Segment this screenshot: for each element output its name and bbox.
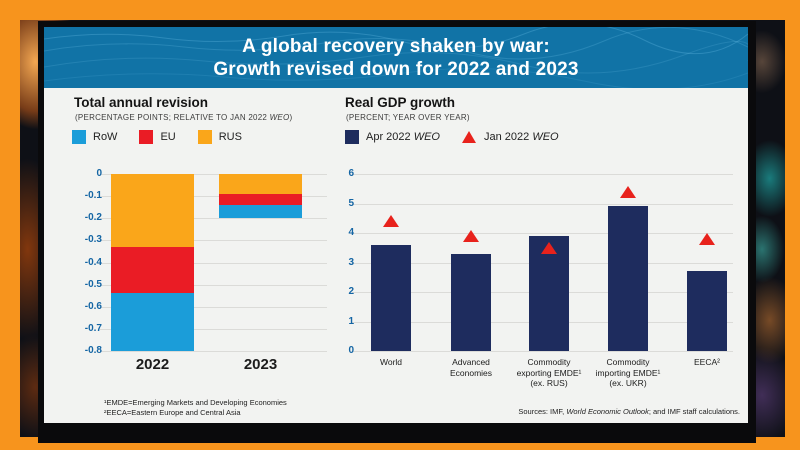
stacked-bar <box>111 174 194 351</box>
legend-label-rus: RUS <box>218 131 242 143</box>
x-category-label: 2023 <box>243 356 278 373</box>
x-category-label: Advanced Economies <box>425 357 517 378</box>
right-chart-panel: Real GDP growth (PERCENT; YEAR OVER YEAR… <box>330 88 748 423</box>
legend-label-eu: EU <box>160 131 176 143</box>
x-category-line: Advanced <box>452 357 490 367</box>
gridline <box>100 306 327 308</box>
x-category-line: (ex. UKR) <box>609 378 647 388</box>
bar-segment-rus <box>111 174 194 247</box>
left-chart-legend: RoW EU RUS <box>72 130 264 144</box>
y-tick-label: 6 <box>348 168 354 179</box>
x-category-line: (ex. RUS) <box>530 378 568 388</box>
y-tick-label: 2 <box>348 286 354 297</box>
jan-weo-marker <box>463 229 479 242</box>
gridline <box>352 203 733 205</box>
legend-label-jan: Jan 2022 WEO <box>483 131 559 143</box>
left-plot: 0 -0.1 -0.2 -0.3 -0.4 -0.5 -0.6 -0.7 -0.8 2022 202… <box>85 168 327 373</box>
bar-segment-rus <box>219 174 302 194</box>
x-category-line: EECA² <box>694 357 720 367</box>
gdp-bar <box>687 271 727 351</box>
footnote-eeca: ²EECA=Eastern Europe and Central Asia <box>104 408 241 417</box>
right-chart-subtitle: (PERCENT; YEAR OVER YEAR) <box>346 113 470 122</box>
left-chart-subtitle: (PERCENTAGE POINTS; RELATIVE TO JAN 2022… <box>75 113 293 122</box>
jan-weo-triangle-icon <box>461 131 476 143</box>
bar-segment-eu <box>111 247 194 294</box>
rus-color-swatch <box>197 130 212 144</box>
y-tick-label: -0.6 <box>84 300 102 312</box>
gridline <box>100 196 327 198</box>
y-tick-label: -0.5 <box>84 278 102 290</box>
y-tick-label: -0.7 <box>84 322 102 334</box>
jan-weo-marker <box>699 232 715 245</box>
jan-weo-marker <box>541 241 557 254</box>
y-tick-label: -0.1 <box>84 190 102 202</box>
left-chart-panel: Total annual revision (PERCENTAGE POINTS… <box>44 88 330 423</box>
x-category-line: Commodity <box>606 357 650 367</box>
legend-label-row: RoW <box>93 131 118 143</box>
stacked-bar <box>219 174 302 219</box>
y-tick-label: 0 <box>96 168 102 179</box>
gridline <box>100 351 327 352</box>
left-chart-title: Total annual revision <box>74 95 209 110</box>
x-category-line: Economies <box>449 367 493 378</box>
y-tick-label: -0.8 <box>84 345 102 356</box>
eu-color-swatch <box>139 130 154 144</box>
bar-segment-eu <box>219 193 302 205</box>
right-plot: 0 1 2 3 4 5 6 World Advanced Economies Commodity ex… <box>348 168 733 388</box>
gdp-bar <box>371 244 411 351</box>
y-tick-label: -0.2 <box>84 212 102 224</box>
footnotes: ¹EMDE=Emerging Markets and Developing Ec… <box>104 398 287 418</box>
content-block: A global recovery shaken by war: Growth … <box>38 21 756 443</box>
y-tick-label: 5 <box>348 197 354 209</box>
gridline <box>100 284 327 286</box>
x-category-label: World <box>345 357 437 368</box>
gdp-bar <box>608 206 648 351</box>
x-category-line: exporting EMDE¹ <box>516 367 582 378</box>
gridline <box>100 262 327 264</box>
gridline <box>352 174 733 175</box>
jan-weo-marker <box>620 185 636 198</box>
footnote-emde: ¹EMDE=Emerging Markets and Developing Ec… <box>104 398 287 407</box>
y-tick-label: 3 <box>348 256 354 268</box>
x-category-line: Commodity <box>527 357 571 367</box>
gridline <box>100 328 327 330</box>
right-chart-legend: Apr 2022 WEO Jan 2022 WEO <box>345 130 581 144</box>
bar-segment-row <box>111 293 194 351</box>
gridline <box>100 240 327 242</box>
gdp-bar <box>529 235 569 351</box>
charts-card: Total annual revision (PERCENTAGE POINTS… <box>44 88 748 423</box>
y-tick-label: 1 <box>348 315 354 327</box>
row-color-swatch <box>72 130 86 144</box>
bar-segment-row <box>219 204 302 219</box>
y-tick-label: -0.4 <box>84 256 102 268</box>
y-tick-label: 0 <box>348 345 354 356</box>
x-category-label: EECA² <box>661 357 753 368</box>
apr-weo-swatch <box>345 130 359 144</box>
gridline <box>100 174 327 175</box>
x-category-label: 2022 <box>135 356 170 373</box>
x-category-line: importing EMDE¹ <box>595 367 661 378</box>
gridline <box>352 233 733 234</box>
title-banner: A global recovery shaken by war: Growth … <box>44 27 748 88</box>
gdp-bar <box>451 253 491 351</box>
main-title-line2: Growth revised down for 2022 and 2023 <box>213 59 579 80</box>
sources-line: Sources: IMF, World Economic Outlook; an… <box>518 407 740 416</box>
gridline <box>100 218 327 220</box>
x-category-label: Commodity importing EMDE¹ (ex. UKR) <box>582 357 674 389</box>
jan-weo-marker <box>383 215 399 228</box>
y-tick-label: -0.3 <box>84 234 102 246</box>
banner-mesh-pattern <box>44 27 748 88</box>
x-category-label: Commodity exporting EMDE¹ (ex. RUS) <box>503 357 595 389</box>
x-category-line: World <box>379 357 403 367</box>
main-title-line1: A global recovery shaken by war: <box>242 36 550 57</box>
gridline <box>352 351 733 352</box>
legend-label-apr: Apr 2022 WEO <box>366 131 440 143</box>
right-chart-title: Real GDP growth <box>345 95 456 110</box>
y-tick-label: 4 <box>348 227 354 238</box>
